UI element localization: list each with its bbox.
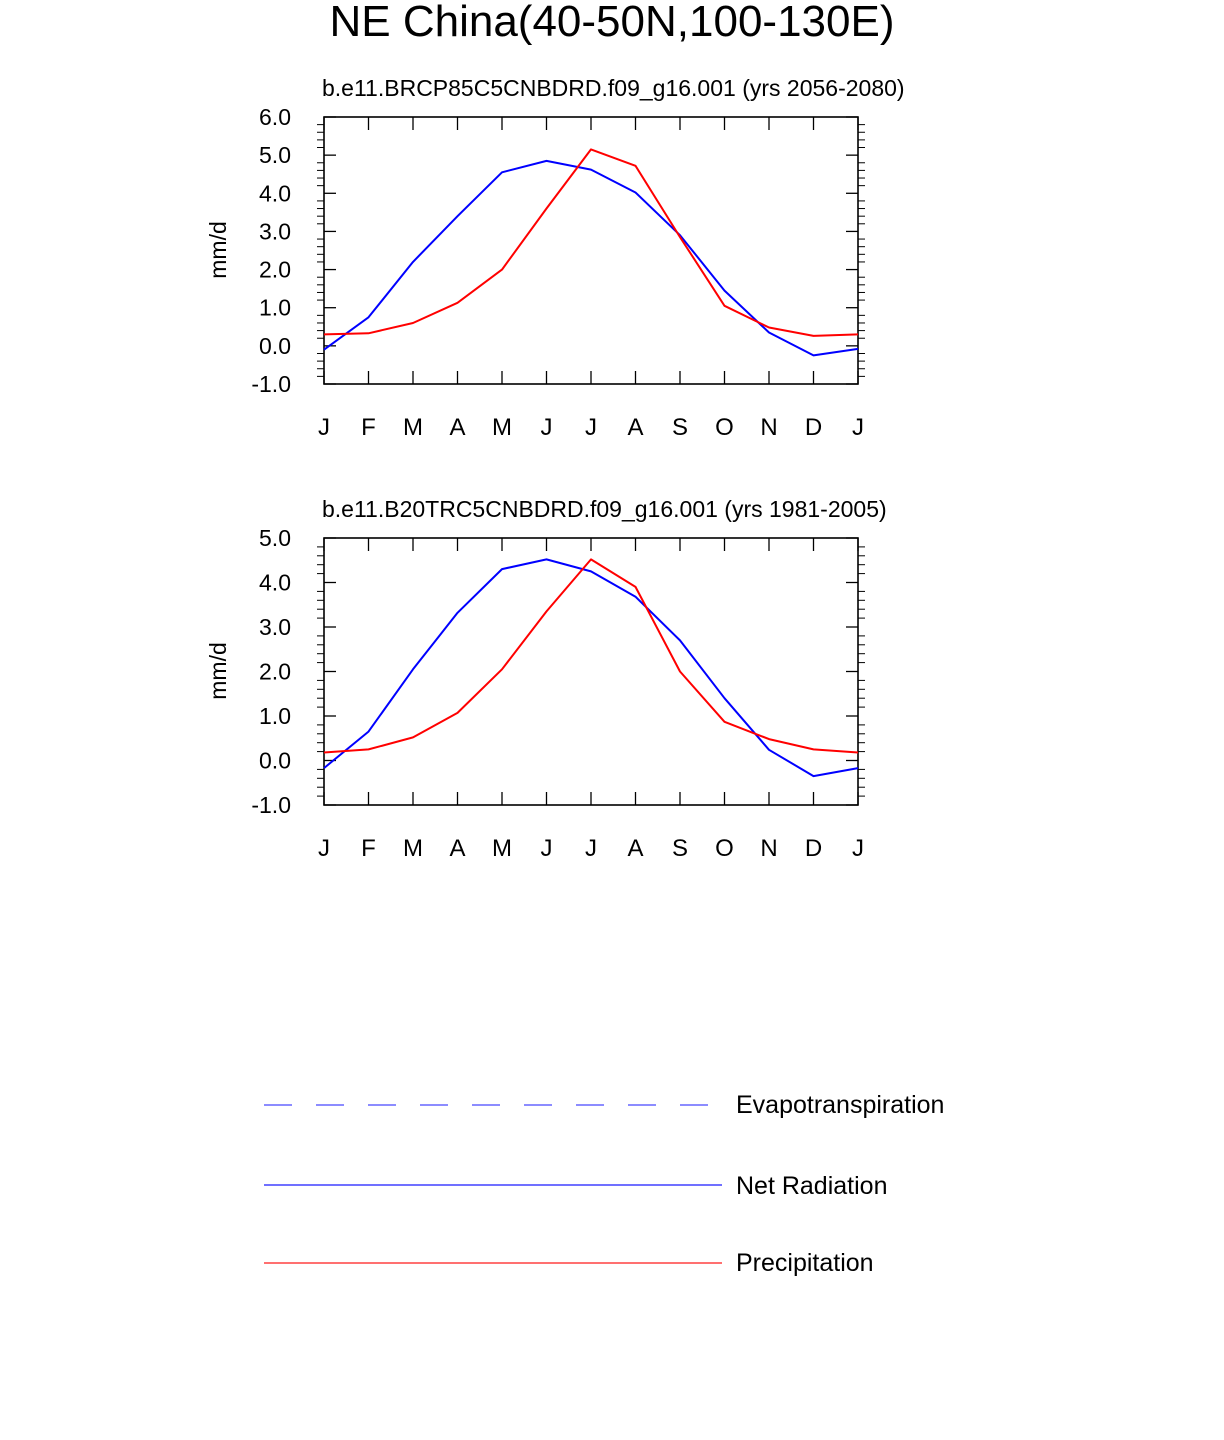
y-tick-label: 4.0 <box>259 570 291 596</box>
x-tick-label: A <box>627 414 643 441</box>
figure-title: NE China(40-50N,100-130E) <box>330 0 895 46</box>
legend: Evapotranspiration Net Radiation Precipi… <box>264 1091 944 1277</box>
legend-label-net-radiation: Net Radiation <box>736 1172 887 1200</box>
panel-top-title: b.e11.BRCP85C5CNBDRD.f09_g16.001 (yrs 20… <box>322 75 905 101</box>
plot-frame <box>323 537 859 806</box>
y-tick-label: -1.0 <box>251 371 291 397</box>
x-tick-label: J <box>318 414 330 441</box>
x-tick-label: A <box>449 414 465 441</box>
panel-top-ylabel: mm/d <box>205 221 231 279</box>
panel-bottom-title: b.e11.B20TRC5CNBDRD.f09_g16.001 (yrs 198… <box>322 496 887 522</box>
x-tick-label: M <box>492 414 512 441</box>
y-tick-label: 2.0 <box>259 257 291 283</box>
x-tick-label: O <box>715 835 734 862</box>
x-tick-label: J <box>318 835 330 862</box>
y-tick-label: -1.0 <box>251 792 291 818</box>
x-tick-label: M <box>403 835 423 862</box>
x-tick-label: J <box>585 414 597 441</box>
series-line-precipitation <box>323 148 859 337</box>
x-tick-label: F <box>361 835 376 862</box>
y-tick-label: 4.0 <box>259 180 291 206</box>
y-tick-label: 2.0 <box>259 659 291 685</box>
x-tick-label: D <box>805 835 822 862</box>
series-line-precipitation <box>323 558 859 754</box>
x-tick-label: N <box>760 414 777 441</box>
y-tick-label: 5.0 <box>259 142 291 168</box>
x-tick-label: J <box>852 835 864 862</box>
y-tick-label: 0.0 <box>259 333 291 359</box>
x-tick-label: O <box>715 414 734 441</box>
x-tick-label: F <box>361 414 376 441</box>
x-tick-label: J <box>541 414 553 441</box>
panel-top: b.e11.BRCP85C5CNBDRD.f09_g16.001 (yrs 20… <box>205 75 905 441</box>
legend-label-precipitation: Precipitation <box>736 1249 874 1277</box>
panel-bottom-ylabel: mm/d <box>205 642 231 700</box>
x-tick-label: M <box>492 835 512 862</box>
x-tick-label: S <box>672 414 688 441</box>
x-tick-label: J <box>541 835 553 862</box>
legend-label-evapotranspiration: Evapotranspiration <box>736 1091 944 1119</box>
y-tick-label: 5.0 <box>259 525 291 551</box>
x-tick-label: A <box>627 835 643 862</box>
y-tick-label: 6.0 <box>259 104 291 130</box>
x-tick-label: S <box>672 835 688 862</box>
series-line-net-radiation <box>323 159 859 357</box>
series-line-net-radiation <box>323 558 859 778</box>
plot-frame <box>323 116 859 385</box>
y-tick-label: 0.0 <box>259 748 291 774</box>
x-tick-label: J <box>852 414 864 441</box>
x-tick-label: M <box>403 414 423 441</box>
x-tick-label: J <box>585 835 597 862</box>
y-tick-label: 1.0 <box>259 703 291 729</box>
x-tick-label: A <box>449 835 465 862</box>
panel-bottom: b.e11.B20TRC5CNBDRD.f09_g16.001 (yrs 198… <box>205 496 887 862</box>
x-tick-label: N <box>760 835 777 862</box>
y-tick-label: 3.0 <box>259 614 291 640</box>
y-tick-label: 3.0 <box>259 218 291 244</box>
y-tick-label: 1.0 <box>259 295 291 321</box>
x-tick-label: D <box>805 414 822 441</box>
